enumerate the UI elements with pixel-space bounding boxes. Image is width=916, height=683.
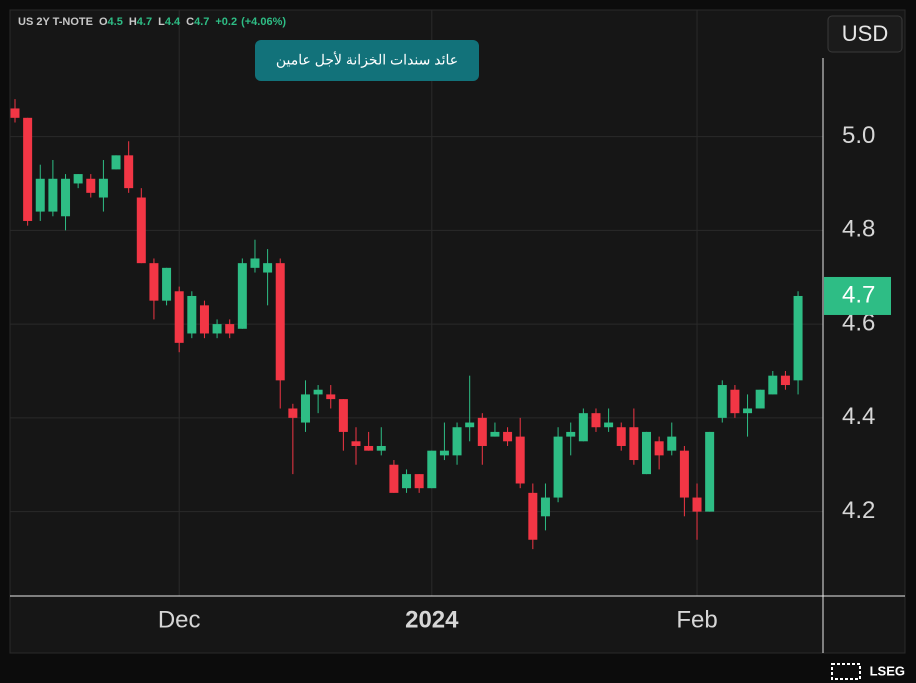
- candle-body: [174, 291, 184, 343]
- legend-value: 4.7: [194, 16, 209, 28]
- candle-body: [124, 155, 134, 189]
- legend-change-pct: (+4.06%): [241, 16, 286, 28]
- candle-body: [705, 431, 715, 512]
- last-price-label: 4.7: [842, 281, 875, 308]
- candle-body: [376, 445, 386, 451]
- brand: LSEG: [870, 663, 905, 678]
- y-tick-label: 5.0: [842, 122, 875, 149]
- candle-body: [326, 394, 336, 400]
- candle-body: [780, 375, 790, 386]
- currency[interactable]: USD: [842, 21, 888, 46]
- candle-body: [692, 497, 702, 512]
- legend-label: L: [158, 16, 165, 28]
- candle-body: [275, 263, 285, 381]
- candle-body: [149, 263, 159, 301]
- currency-button[interactable]: [827, 15, 903, 53]
- candle-body: [61, 178, 71, 217]
- legend-change: +0.2: [215, 16, 237, 28]
- candle-body: [364, 445, 374, 451]
- y-tick-label: 4.8: [842, 216, 875, 243]
- candle-body: [553, 436, 563, 498]
- candle-body: [654, 441, 664, 456]
- candle-body: [389, 464, 399, 493]
- candle-body: [10, 108, 20, 118]
- candle-body: [591, 413, 601, 428]
- candle-body: [528, 492, 538, 540]
- candle-body: [162, 267, 172, 301]
- annotation-box: [255, 40, 479, 81]
- candle-body: [199, 305, 209, 334]
- candle-body: [23, 117, 33, 221]
- candle-body: [212, 324, 222, 334]
- legend-label: C: [186, 16, 194, 28]
- candle-body: [717, 385, 727, 418]
- candle-body: [225, 324, 235, 334]
- candle-body: [730, 389, 740, 414]
- candle-body: [616, 427, 626, 446]
- last-price-box: [824, 276, 891, 315]
- candles: [10, 99, 803, 550]
- candle-body: [111, 155, 121, 170]
- candle-body: [452, 427, 462, 456]
- legend-value: 4.7: [137, 16, 152, 28]
- candle-body: [477, 417, 487, 446]
- candle-body: [503, 431, 513, 442]
- candle-body: [642, 431, 651, 475]
- candle-body: [300, 394, 310, 423]
- candle-body: [679, 450, 689, 498]
- candle-body: [338, 399, 348, 432]
- annotation: عائد سندات الخزانة لأجل عامين: [276, 51, 458, 69]
- candle-body: [578, 413, 588, 442]
- x-tick-label: Dec: [158, 606, 201, 633]
- candle-body: [439, 450, 449, 456]
- x-tick-label: Feb: [676, 606, 717, 633]
- candle-body: [288, 408, 298, 418]
- candle-body: [540, 497, 550, 517]
- legend: US 2Y T-NOTE O4.5 H4.7 L4.4 C4.7 +0.2 (+4.06%): [18, 16, 286, 28]
- legend-value: 4.4: [165, 16, 181, 28]
- candle-body: [793, 295, 803, 381]
- candle-body: [136, 197, 146, 264]
- candle-body: [490, 431, 500, 437]
- candle-body: [604, 422, 614, 428]
- legend-label: O: [99, 16, 108, 28]
- candle-body: [250, 258, 260, 268]
- symbol: US 2Y T-NOTE: [18, 16, 93, 28]
- y-tick-label: 4.4: [842, 403, 875, 430]
- candle-body: [465, 422, 475, 428]
- candle-body: [667, 436, 677, 451]
- legend-value: 4.5: [108, 16, 123, 28]
- y-tick-label: 4.2: [842, 497, 875, 524]
- candle-body: [414, 474, 424, 489]
- candle-body: [263, 263, 273, 273]
- chart-pane: [9, 9, 906, 654]
- candle-body: [515, 436, 525, 484]
- candle-body: [313, 389, 323, 395]
- candle-body: [566, 431, 576, 437]
- candle-body: [351, 441, 361, 446]
- candle-body: [755, 389, 765, 409]
- x-tick-label: 2024: [405, 606, 459, 633]
- candle-body: [35, 178, 45, 212]
- candle-body: [86, 178, 96, 193]
- candle-body: [427, 450, 437, 489]
- candle-body: [743, 408, 753, 414]
- candle-body: [48, 178, 58, 212]
- brand-logo: [831, 663, 861, 680]
- candle-body: [73, 174, 83, 184]
- candle-body: [237, 263, 247, 329]
- candle-body: [402, 474, 412, 489]
- candle-body: [629, 427, 639, 461]
- legend-label: H: [129, 16, 137, 28]
- candle-body: [768, 375, 778, 395]
- candle-body: [187, 295, 197, 334]
- candle-body: [98, 178, 108, 198]
